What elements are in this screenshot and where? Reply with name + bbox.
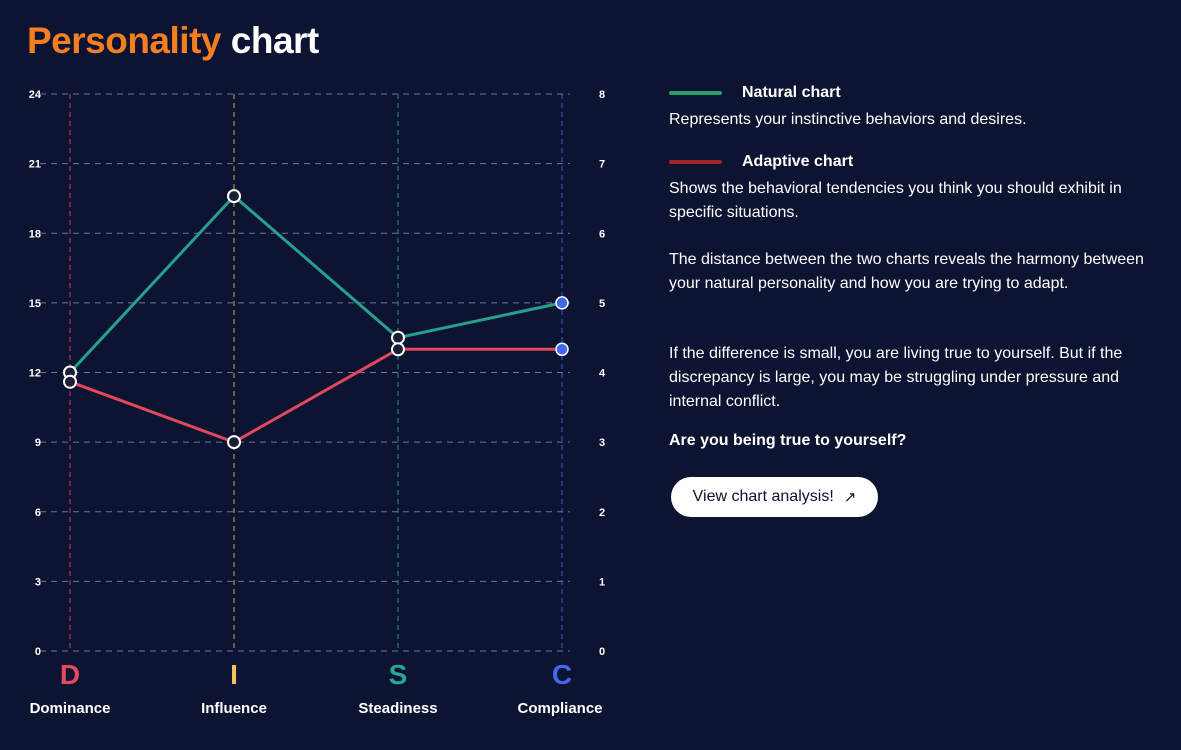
category-label-compliance: Compliance <box>517 700 602 717</box>
adaptive-swatch <box>669 160 722 164</box>
legend-natural: Natural chart Represents your instinctiv… <box>669 84 1149 132</box>
y-right-tick-label: 0 <box>599 646 605 658</box>
legend-adaptive-description: Shows the behavioral tendencies you thin… <box>669 180 1122 221</box>
legend-adaptive: Adaptive chart Shows the behavioral tend… <box>669 153 1149 225</box>
y-right-tick-label: 1 <box>599 576 605 588</box>
disc-line-chart: 0 0 3 1 6 2 9 3 12 4 15 5 18 6 21 7 24 8 D Dominance I Influe… <box>29 89 606 717</box>
page-title: Personality chart <box>27 20 319 62</box>
y-left-tick-label: 12 <box>29 368 41 380</box>
category-letter-d: D <box>60 659 80 690</box>
arrow-up-right-icon: ↗ <box>843 488 857 506</box>
question-text: Are you being true to yourself? <box>669 432 907 449</box>
adaptive-point-i <box>227 435 241 450</box>
category-letter-s: S <box>389 659 408 690</box>
y-left-tick-label: 0 <box>35 646 41 658</box>
y-left-tick-label: 3 <box>35 576 41 588</box>
y-left-tick-label: 15 <box>29 298 41 310</box>
adaptive-point-c <box>555 342 569 357</box>
y-left-tick-label: 18 <box>29 228 41 240</box>
category-label-dominance: Dominance <box>30 700 111 717</box>
legend-adaptive-name: Adaptive chart <box>742 153 854 170</box>
legend-natural-name: Natural chart <box>742 84 841 101</box>
natural-point-s <box>391 330 405 345</box>
legend-natural-description: Represents your instinctive behaviors an… <box>669 111 1027 128</box>
adaptive-point-s <box>391 342 405 357</box>
category-letter-i: I <box>230 659 238 690</box>
natural-point-c <box>555 296 569 310</box>
cta-label: View chart analysis! <box>692 488 834 505</box>
adaptive-line <box>69 347 562 444</box>
y-right-tick-label: 7 <box>599 159 605 171</box>
y-right-tick-label: 2 <box>599 507 605 519</box>
title-rest: chart <box>230 20 319 61</box>
view-chart-analysis-button[interactable]: View chart analysis! ↗ <box>671 477 878 517</box>
title-accent: Personality <box>27 20 221 61</box>
y-right-tick-label: 3 <box>599 437 605 449</box>
y-left-tick-label: 6 <box>35 507 41 519</box>
natural-point-i <box>227 189 241 204</box>
category-label-influence: Influence <box>201 700 267 717</box>
interpretation-paragraph: If the difference is small, you are livi… <box>669 345 1123 410</box>
y-right-tick-label: 8 <box>599 89 605 101</box>
y-left-tick-label: 24 <box>29 89 42 101</box>
category-label-steadiness: Steadiness <box>358 700 437 717</box>
explanation-paragraph: The distance between the two charts reve… <box>669 251 1144 292</box>
natural-swatch <box>669 91 722 95</box>
y-right-tick-label: 5 <box>599 298 605 310</box>
y-left-tick-label: 21 <box>29 159 41 171</box>
y-left-tick-label: 9 <box>35 437 41 449</box>
y-right-tick-label: 4 <box>599 368 606 380</box>
natural-line <box>68 194 563 374</box>
category-letter-c: C <box>552 659 572 690</box>
adaptive-point-d <box>63 374 77 389</box>
y-right-tick-label: 6 <box>599 228 605 240</box>
